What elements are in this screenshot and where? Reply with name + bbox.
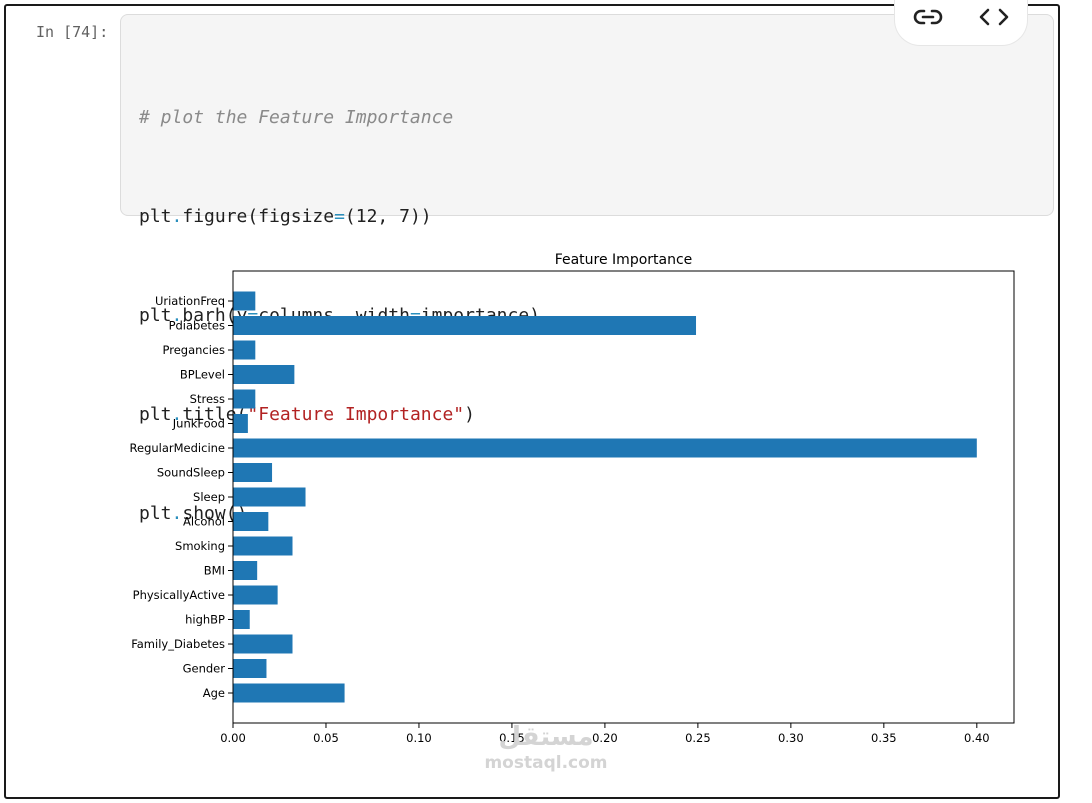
code-token: . — [171, 503, 183, 524]
y-tick-label: Stress — [190, 392, 225, 406]
code-token: barh(y — [182, 305, 248, 326]
code-token: (12, 7)) — [344, 206, 432, 227]
bar — [233, 291, 256, 311]
bar — [233, 659, 267, 678]
bar — [233, 365, 295, 384]
bar — [233, 340, 256, 360]
y-tick-label: Alcohol — [183, 515, 225, 529]
bar — [233, 536, 293, 556]
cell-toolbar — [894, 0, 1028, 46]
y-tick-label: Gender — [183, 662, 226, 676]
code-line: plt.show() — [139, 497, 540, 530]
watermark-url: mostaql.com — [484, 753, 608, 773]
bar — [233, 683, 345, 703]
bar — [233, 512, 269, 531]
code-string: "Feature Importance" — [247, 404, 465, 425]
bar — [233, 634, 293, 654]
code-token: plt — [139, 503, 172, 524]
y-tick-label: PhysicallyActive — [133, 588, 225, 602]
link-button[interactable] — [911, 4, 945, 30]
code-line: plt.title("Feature Importance") — [139, 398, 540, 431]
y-tick-label: UriationFreq — [155, 294, 225, 308]
y-tick-label: SoundSleep — [157, 466, 225, 480]
code-token: = — [334, 206, 345, 227]
code-token: . — [171, 206, 183, 227]
bar — [233, 610, 250, 629]
link-icon — [911, 4, 945, 30]
x-tick-label: 0.00 — [220, 731, 246, 745]
watermark-logo: مستقل — [498, 722, 594, 752]
x-tick-label: 0.25 — [685, 731, 711, 745]
x-tick-label: 0.35 — [871, 731, 897, 745]
bar — [233, 487, 306, 507]
cell-prompt: In [74]: — [36, 23, 109, 41]
code-token: show() — [182, 503, 248, 524]
x-tick-label: 0.15 — [499, 731, 525, 745]
bar — [233, 389, 256, 409]
x-tick-label: 0.30 — [778, 731, 804, 745]
y-tick-label: BPLevel — [180, 368, 225, 382]
y-tick-label: RegularMedicine — [130, 441, 225, 455]
code-editor[interactable]: # plot the Feature Importance plt.figure… — [139, 35, 540, 596]
bar — [233, 463, 273, 482]
code-cell[interactable]: # plot the Feature Importance plt.figure… — [120, 14, 1054, 524]
code-token: . — [171, 404, 183, 425]
code-token: figure(figsize — [182, 206, 335, 227]
y-tick-label: JunkFood — [172, 417, 225, 431]
bar — [233, 585, 278, 605]
code-token: . — [171, 305, 183, 326]
bar — [233, 414, 248, 433]
code-comment: # plot the Feature Importance — [139, 107, 454, 128]
bar — [233, 438, 977, 458]
bar — [233, 316, 697, 335]
code-line: # plot the Feature Importance — [139, 101, 540, 134]
code-token: plt — [139, 305, 172, 326]
watermark: مستقل mostaql.com — [468, 722, 624, 774]
x-tick-label: 0.05 — [313, 731, 339, 745]
bar — [233, 561, 258, 580]
view-code-button[interactable] — [977, 4, 1011, 30]
x-tick-label: 0.20 — [592, 731, 618, 745]
code-token: = — [409, 305, 421, 326]
y-tick-label: Age — [203, 686, 225, 700]
y-tick-label: Family_Diabetes — [131, 637, 225, 651]
code-brackets-icon — [977, 4, 1011, 30]
x-tick-label: 0.40 — [964, 731, 990, 745]
y-tick-label: Sleep — [193, 490, 225, 504]
axes-frame — [232, 270, 1015, 724]
x-tick-label: 0.10 — [406, 731, 432, 745]
code-token: plt — [139, 206, 172, 227]
y-tick-label: Pdiabetes — [169, 319, 225, 333]
code-token: title( — [182, 404, 248, 425]
code-token: = — [247, 305, 259, 326]
y-tick-label: BMI — [204, 564, 225, 578]
y-tick-label: Smoking — [175, 539, 225, 553]
y-tick-label: Pregancies — [162, 343, 225, 357]
code-token: plt — [139, 404, 172, 425]
chart-title: Feature Importance — [555, 252, 693, 268]
y-tick-label: highBP — [185, 613, 225, 627]
code-token: ) — [464, 404, 475, 425]
code-line: plt.figure(figsize=(12, 7)) — [139, 200, 540, 233]
